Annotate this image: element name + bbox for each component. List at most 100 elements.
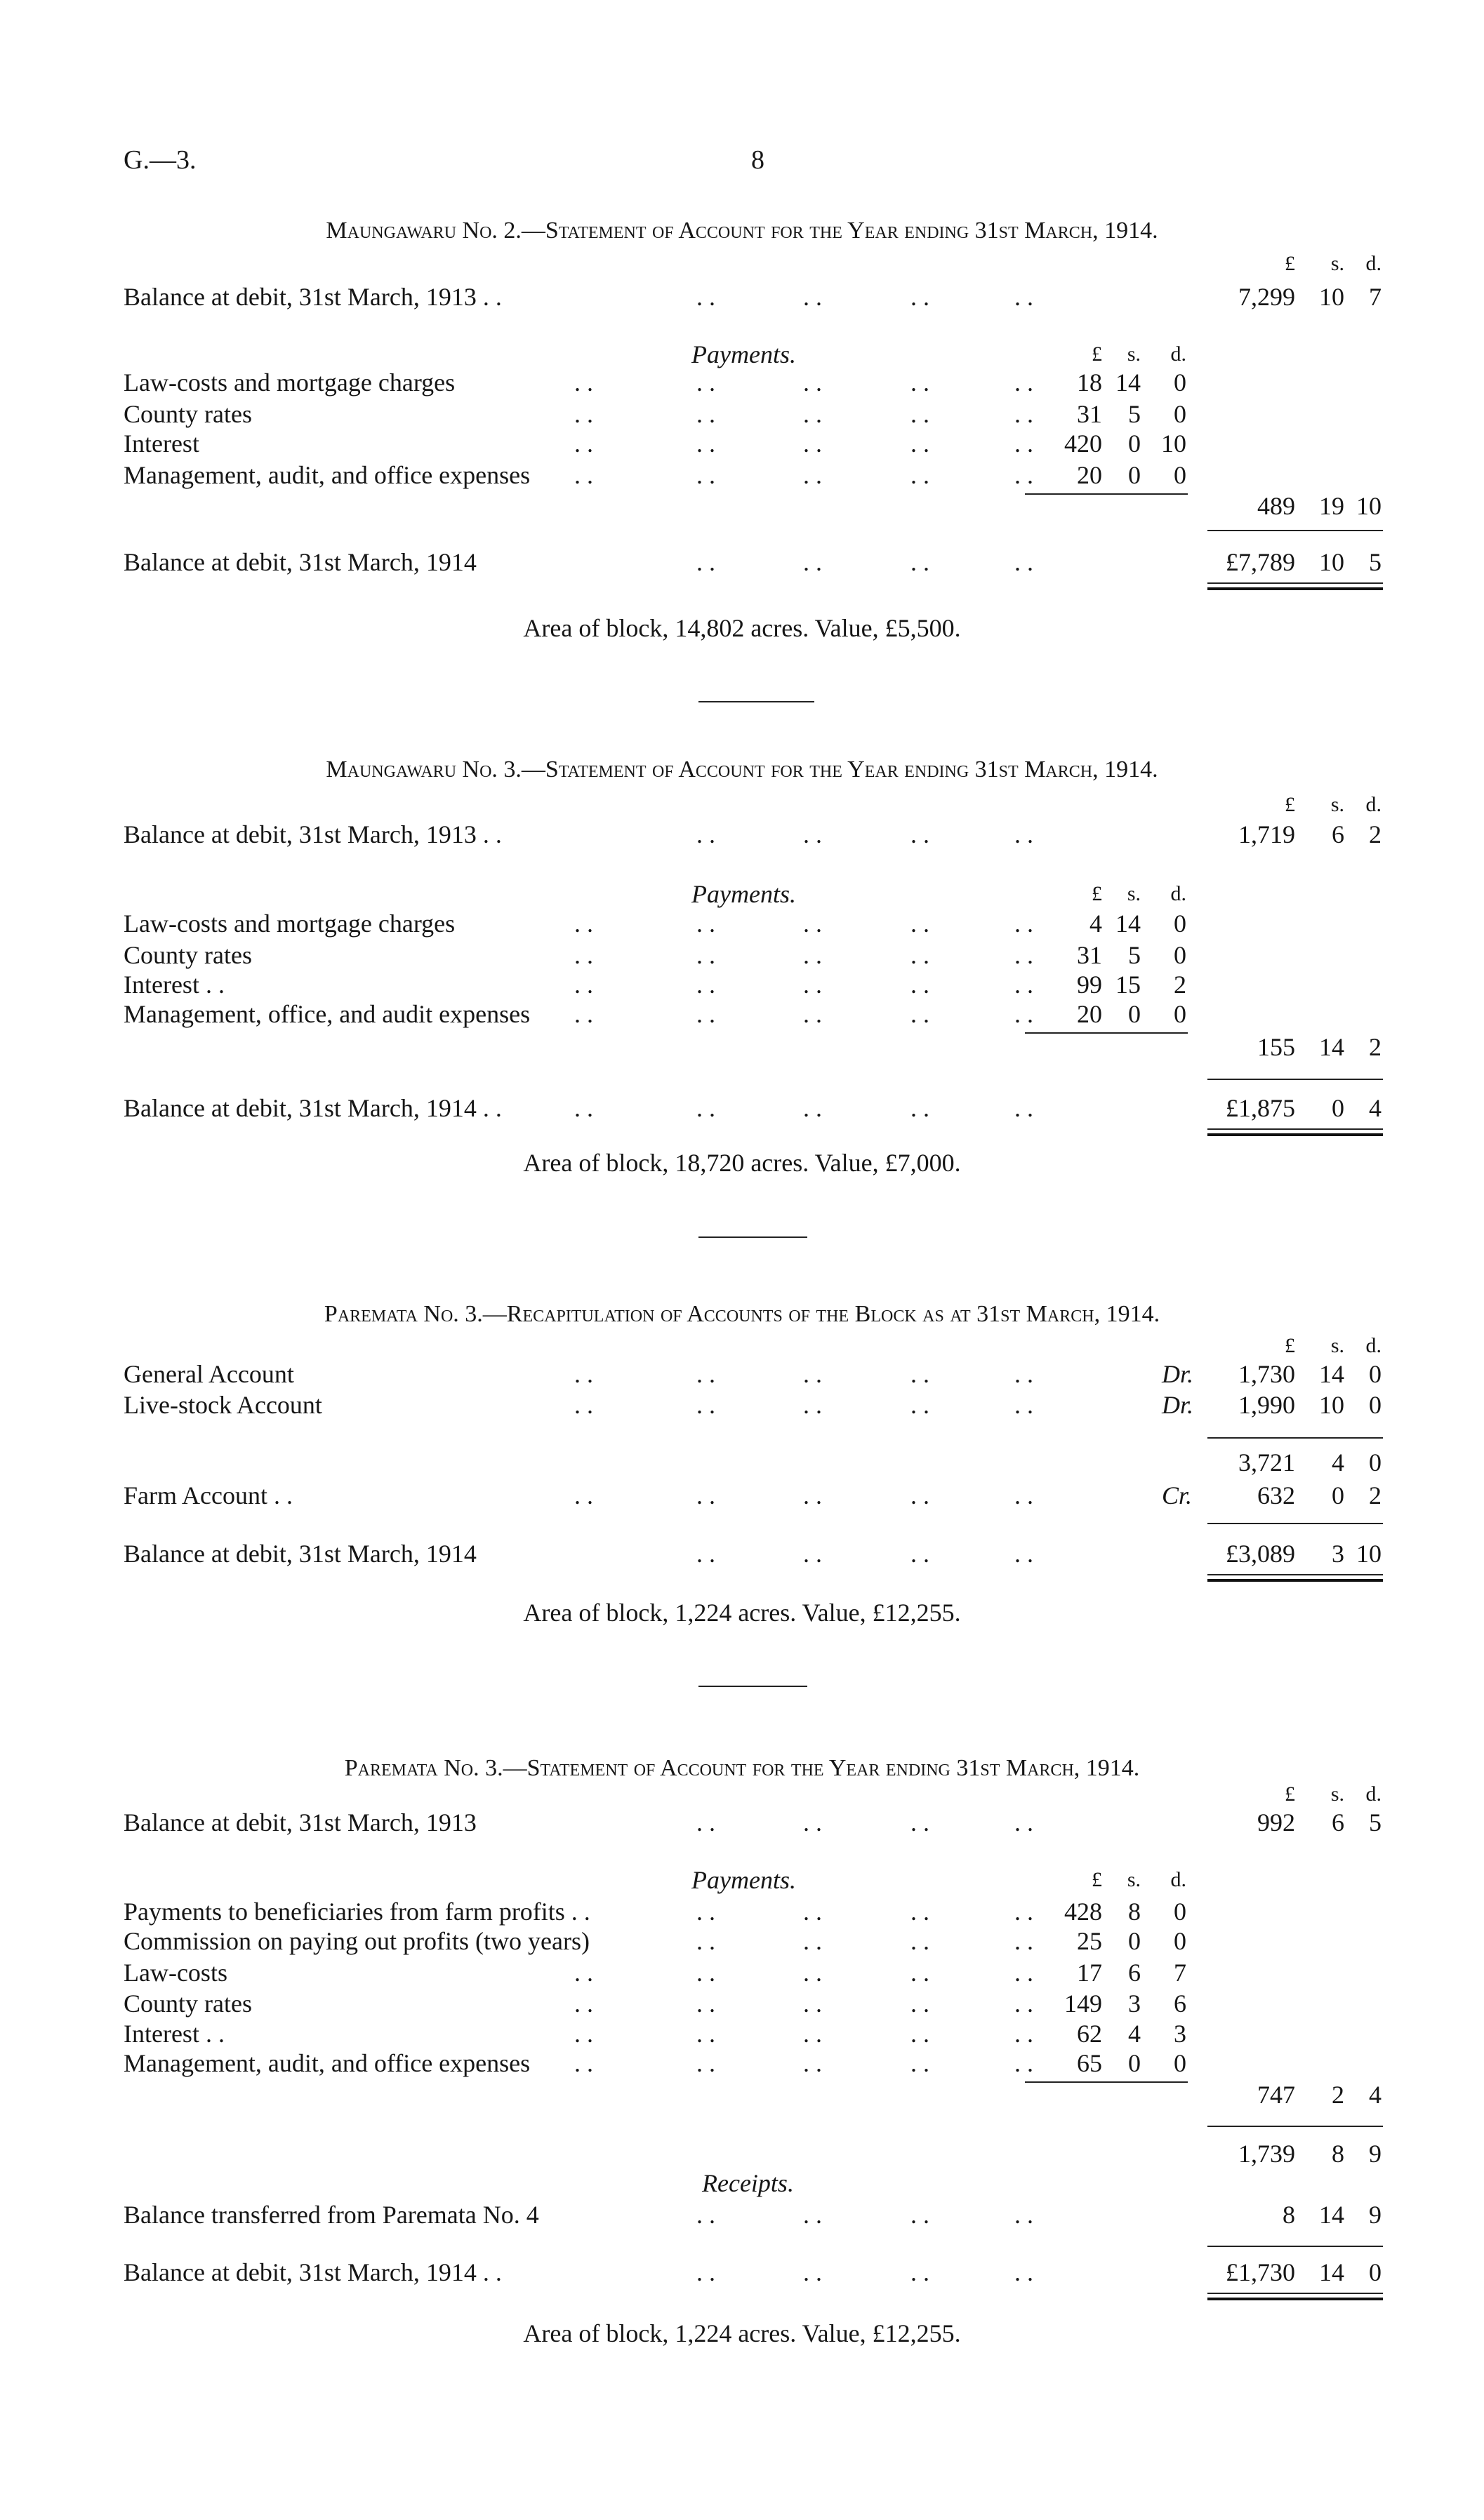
section-2-payment-pence: 0 xyxy=(1174,941,1186,969)
section-3-farm-shillings: 0 xyxy=(1332,1481,1344,1509)
dot-leader: . . xyxy=(1014,548,1033,576)
dot-leader: . . xyxy=(803,2049,822,2077)
section-1-payments-total-shillings: 19 xyxy=(1319,492,1344,520)
section-1-outer-pence-label: d. xyxy=(1365,252,1382,275)
section-4-total-rule xyxy=(1207,2126,1383,2127)
section-4-closing-pence: 0 xyxy=(1369,2258,1382,2286)
section-2-payments-heading: Payments. xyxy=(691,880,796,908)
section-3-account-label: Live-stock Account xyxy=(124,1391,322,1419)
dot-leader: . . xyxy=(1014,2020,1033,2048)
section-4-receipt-shillings: 14 xyxy=(1319,2201,1344,2229)
section-3-closing-label: Balance at debit, 31st March, 1914 xyxy=(124,1540,477,1568)
dot-leader: . . xyxy=(910,283,929,311)
dot-leader: . . xyxy=(574,2049,593,2077)
dot-leader: . . xyxy=(803,971,822,999)
section-1-opening-label: Balance at debit, 31st March, 1913 . . xyxy=(124,283,502,311)
dot-leader: . . xyxy=(696,2201,715,2229)
dot-leader: . . xyxy=(1014,909,1033,938)
dot-leader: . . xyxy=(574,909,593,938)
dot-leader: . . xyxy=(803,429,822,458)
dot-leader: . . xyxy=(1014,1808,1033,1836)
section-1-payment-pence: 0 xyxy=(1174,400,1186,428)
section-3-outer-pounds-label: £ xyxy=(1285,1334,1295,1357)
dot-leader: . . xyxy=(574,1000,593,1028)
section-1-payments-heading: Payments. xyxy=(691,340,796,368)
section-3-outer-shillings-label: s. xyxy=(1330,1334,1344,1357)
dot-leader: . . xyxy=(1014,1391,1033,1419)
section-4-title: Paremata No. 3.—Statement of Account for… xyxy=(344,1755,1140,1781)
dot-leader: . . xyxy=(1014,1360,1033,1388)
section-3-outer-pence-label: d. xyxy=(1365,1334,1382,1357)
section-2-payments-total-pounds: 155 xyxy=(1257,1033,1295,1061)
dot-leader: . . xyxy=(803,548,822,576)
section-3-farm-label: Farm Account . . xyxy=(124,1481,293,1509)
dot-leader: . . xyxy=(803,2201,822,2229)
dot-leader: . . xyxy=(1014,941,1033,969)
section-4-receipt-label: Balance transferred from Paremata No. 4 xyxy=(124,2201,539,2229)
section-2-opening-shillings: 6 xyxy=(1332,820,1344,848)
section-3-footer: Area of block, 1,224 acres. Value, £12,2… xyxy=(523,1599,961,1627)
section-3-account-side: Dr. xyxy=(1162,1360,1194,1388)
dot-leader: . . xyxy=(1014,1927,1033,1955)
section-1-payment-pence: 10 xyxy=(1161,429,1186,458)
section-2-inner-pence-label: d. xyxy=(1170,882,1187,905)
section-4-payment-pounds: 149 xyxy=(1064,1989,1102,2018)
section-4-closing-rule xyxy=(1207,2246,1383,2247)
section-4-opening-pounds: 992 xyxy=(1257,1808,1295,1836)
dot-leader: . . xyxy=(803,461,822,489)
dot-leader: . . xyxy=(696,2020,715,2048)
dot-leader: . . xyxy=(910,1959,929,1987)
dot-leader: . . xyxy=(1014,1000,1033,1028)
section-4-payment-pence: 0 xyxy=(1174,1898,1186,1926)
section-4-opening-label: Balance at debit, 31st March, 1913 xyxy=(124,1808,477,1836)
dot-leader: . . xyxy=(1014,368,1033,396)
section-1-footer: Area of block, 14,802 acres. Value, £5,5… xyxy=(523,614,961,642)
dot-leader: . . xyxy=(1014,2258,1033,2286)
section-1-inner-pounds-label: £ xyxy=(1092,342,1102,366)
dot-leader: . . xyxy=(574,1094,593,1122)
dot-leader: . . xyxy=(574,400,593,428)
section-3-subtotal-pence: 0 xyxy=(1369,1448,1382,1476)
section-3-account-pence: 0 xyxy=(1369,1391,1382,1419)
section-4-opening-pence: 5 xyxy=(1369,1808,1382,1836)
dot-leader: . . xyxy=(696,548,715,576)
dot-leader: . . xyxy=(910,1540,929,1568)
section-4-payment-pounds: 428 xyxy=(1064,1898,1102,1926)
section-4-payment-label: Payments to beneficiaries from farm prof… xyxy=(124,1898,590,1926)
section-2-closing-label: Balance at debit, 31st March, 1914 . . xyxy=(124,1094,502,1122)
section-1-title: Maungawaru No. 2.—Statement of Account f… xyxy=(326,218,1158,244)
section-1-outer-pounds-label: £ xyxy=(1285,252,1295,275)
dot-leader: . . xyxy=(696,1898,715,1926)
section-2-footer: Area of block, 18,720 acres. Value, £7,0… xyxy=(523,1149,961,1177)
dot-leader: . . xyxy=(803,1094,822,1122)
section-4-footer: Area of block, 1,224 acres. Value, £12,2… xyxy=(523,2319,961,2347)
section-1-payment-label: County rates xyxy=(124,400,252,428)
section-4-outer-pounds-label: £ xyxy=(1285,1782,1295,1806)
page-number: 8 xyxy=(751,145,764,175)
page-ref: G.—3. xyxy=(124,145,197,175)
dot-leader: . . xyxy=(910,2258,929,2286)
dot-leader: . . xyxy=(910,400,929,428)
dot-leader: . . xyxy=(696,1927,715,1955)
section-divider xyxy=(698,1686,807,1687)
section-2-closing-shillings: 0 xyxy=(1332,1094,1344,1122)
dot-leader: . . xyxy=(696,400,715,428)
section-1-payment-pounds: 31 xyxy=(1077,400,1102,428)
dot-leader: . . xyxy=(910,1000,929,1028)
dot-leader: . . xyxy=(696,368,715,396)
dot-leader: . . xyxy=(910,820,929,848)
dot-leader: . . xyxy=(910,461,929,489)
section-4-payments-total-pence: 4 xyxy=(1369,2081,1382,2109)
dot-leader: . . xyxy=(1014,1898,1033,1926)
section-1-closing-pounds: £7,789 xyxy=(1226,548,1295,576)
section-2-payment-pounds: 4 xyxy=(1089,909,1102,938)
dot-leader: . . xyxy=(696,909,715,938)
section-4-inner-pounds-label: £ xyxy=(1092,1868,1102,1891)
section-1-closing-double-rule xyxy=(1207,582,1383,590)
section-1-payment-label: Management, audit, and office expenses xyxy=(124,461,531,489)
dot-leader: . . xyxy=(910,2020,929,2048)
section-4-payments-total-pounds: 747 xyxy=(1257,2081,1295,2109)
section-1-inner-shillings-label: s. xyxy=(1127,342,1141,366)
section-4-payment-pence: 0 xyxy=(1174,1927,1186,1955)
dot-leader: . . xyxy=(696,429,715,458)
